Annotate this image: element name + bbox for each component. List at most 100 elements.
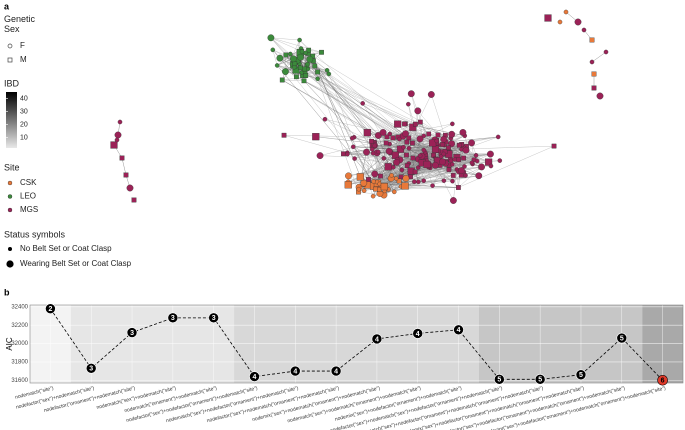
network-node [393,176,399,181]
network-node [305,61,310,67]
network-node [351,144,356,150]
network-node [478,163,485,171]
network-node [276,54,284,62]
network-node [279,77,285,83]
point-label: 4 [416,331,420,338]
network-node [459,129,467,136]
network-edge [374,175,479,189]
network-node [450,121,455,127]
network-node [450,178,455,184]
network-edge [458,145,555,188]
network-node [289,55,297,63]
network-node [345,172,352,180]
network-node [441,178,447,183]
group-band [70,305,235,383]
colorbar-tick-label: 40 [20,95,28,102]
legend-label: M [20,55,27,64]
network-node [394,120,402,128]
network-edge [377,180,444,184]
legend-label: LEO [20,192,36,201]
network-node [409,123,417,131]
network-edge [306,65,400,182]
point-label: 6 [661,378,665,385]
network-node [291,65,297,70]
point-label: 5 [620,335,624,342]
point-label: 3 [171,315,175,322]
legend-label: MGS [20,205,38,214]
point-label: 2 [48,306,52,313]
network-node [370,193,376,199]
network-node [297,37,302,43]
colorbar [6,92,17,148]
colorbar-tick-label: 30 [20,108,28,115]
network-node [446,167,452,173]
network-node [551,143,557,149]
network-node [461,155,467,161]
y-tick-label: 32200 [11,323,28,329]
network-edge [121,157,127,176]
network-node [315,69,320,75]
network-node [383,140,389,146]
network-edge [380,165,491,177]
network-node [414,107,422,115]
network-node [363,129,371,137]
network-edge [312,56,361,177]
network-edge [380,167,431,177]
network-node [302,66,307,72]
network-node [417,119,423,125]
network-node [360,179,368,187]
network-node [452,157,457,162]
point [167,312,179,324]
network-node [389,173,394,178]
point [534,374,546,385]
legend-title: IBD [4,78,20,88]
network-node [373,186,378,192]
network-node [315,76,320,82]
legend-symbol [6,260,14,268]
network-edge [270,37,322,53]
panel-label: b [4,287,10,297]
network-edge [299,39,413,144]
network-node [468,139,475,147]
network-node [431,145,440,153]
network-node [435,132,441,138]
network-node [450,173,456,178]
network-node [384,134,390,140]
legend-title: Site [4,162,20,172]
network-node [589,59,595,65]
network-node [326,71,332,77]
point [371,333,383,345]
network-node [267,34,275,42]
network-node [463,173,468,178]
network-node [349,135,355,141]
network-edge [294,63,390,145]
network-edge [317,78,359,193]
network-node [581,27,587,33]
network-node [369,147,375,152]
network-node [462,146,470,154]
legend-symbol [7,194,13,199]
network-node [391,164,396,170]
network-node [589,37,595,43]
y-tick-label: 32000 [11,341,28,347]
point [85,363,97,374]
network-node [406,145,412,151]
network-node [446,145,451,151]
network-node [345,151,350,157]
network-node [123,172,129,178]
network-node [319,49,324,55]
network-edge [328,73,446,152]
network-node [574,18,582,26]
point-label: 3 [212,315,216,322]
point [208,312,219,324]
point [494,374,505,385]
point [412,328,424,339]
group-band [234,305,479,383]
network-edge [272,49,380,185]
network-node [441,151,447,157]
network-node [360,101,365,106]
network-node [110,141,118,149]
network-node [371,170,379,178]
network-edge [293,64,451,139]
